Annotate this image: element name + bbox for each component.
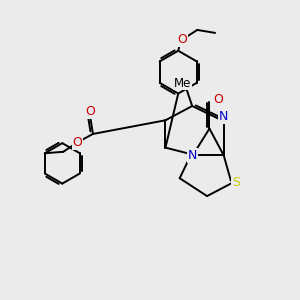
Text: S: S [232,176,240,189]
Text: N: N [188,149,197,162]
Text: Me: Me [174,76,191,90]
Text: O: O [213,93,223,106]
Text: N: N [219,110,228,123]
Text: O: O [85,106,95,118]
Text: O: O [73,136,82,149]
Text: O: O [177,33,187,46]
